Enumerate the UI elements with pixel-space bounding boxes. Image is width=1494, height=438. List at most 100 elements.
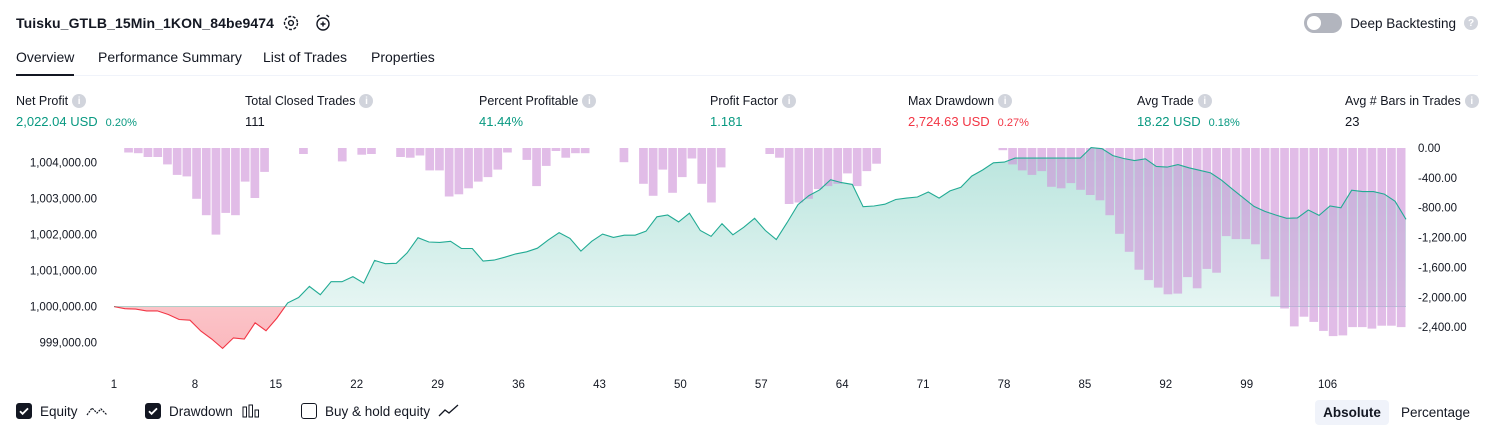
drawdown-bar: [1289, 148, 1299, 327]
drawdown-bar: [1319, 148, 1328, 331]
buyhold-checkbox[interactable]: [301, 403, 317, 419]
drawdown-bar: [211, 148, 221, 235]
help-icon[interactable]: ?: [1464, 16, 1478, 30]
metric-label: Max Drawdown: [908, 94, 995, 108]
equity-label: Equity: [40, 403, 78, 419]
drawdown-bar: [221, 148, 231, 213]
y-right-tick-label: -800.00: [1418, 203, 1457, 215]
equity-checkbox[interactable]: [16, 403, 32, 419]
drawdown-bar: [250, 148, 260, 198]
drawdown-bar: [687, 148, 697, 159]
metric-label: Net Profit: [16, 94, 69, 108]
deep-backtesting-toggle[interactable]: [1304, 13, 1343, 33]
drawdown-bar: [143, 148, 153, 157]
tab-list-of-trades[interactable]: List of Trades: [263, 49, 348, 65]
drawdown-bar: [1095, 148, 1105, 201]
drawdown-bar: [1047, 148, 1056, 187]
equity-series-icon: [86, 407, 107, 416]
drawdown-bar: [998, 148, 1008, 151]
drawdown-bar: [192, 148, 201, 199]
drawdown-bar: [862, 148, 872, 172]
drawdown-bar: [522, 148, 532, 160]
add-alert-icon[interactable]: [312, 12, 334, 34]
drawdown-bar: [367, 148, 376, 154]
info-icon[interactable]: i: [72, 94, 87, 108]
legend-drawdown-toggle[interactable]: Drawdown: [145, 403, 263, 419]
drawdown-bar: [1221, 148, 1231, 237]
drawdown-bar: [697, 148, 707, 184]
drawdown-bar: [784, 148, 794, 204]
drawdown-bar: [561, 148, 571, 158]
y-right-tick-label: -1,600.00: [1418, 262, 1467, 274]
drawdown-bar: [1076, 148, 1085, 190]
drawdown-bar: [240, 148, 250, 182]
x-tick-label: 22: [350, 379, 363, 391]
drawdown-bar: [1134, 148, 1144, 270]
metric-value: 18.22 USD: [1137, 114, 1201, 129]
drawdown-label: Drawdown: [169, 403, 233, 419]
drawdown-bar: [677, 148, 687, 178]
tab-properties[interactable]: Properties: [371, 49, 435, 65]
drawdown-bar: [1328, 148, 1338, 337]
x-tick-label: 78: [998, 379, 1011, 391]
drawdown-bar: [872, 148, 881, 164]
drawdown-bar: [1192, 148, 1202, 289]
info-icon[interactable]: i: [998, 94, 1013, 108]
x-tick-label: 50: [674, 379, 687, 391]
info-icon[interactable]: i: [1197, 94, 1212, 108]
y-left-tick-label: 999,000.00: [39, 338, 97, 350]
drawdown-bar: [493, 148, 503, 170]
metric-label: Total Closed Trades: [245, 94, 356, 108]
absolute-button[interactable]: Absolute: [1315, 400, 1389, 425]
tab-performance-summary[interactable]: Performance Summary: [98, 49, 242, 65]
info-icon[interactable]: i: [782, 94, 797, 108]
drawdown-bar: [396, 148, 405, 157]
drawdown-bar: [1027, 148, 1037, 175]
metric-value: 2,724.63 USD: [908, 114, 990, 129]
drawdown-bar: [1008, 148, 1017, 165]
x-tick-label: 92: [1159, 379, 1172, 391]
x-tick-label: 1: [111, 379, 117, 391]
metric-percent-profitable: Percent Profitable i 41.44%: [479, 93, 597, 129]
drawdown-bar: [541, 148, 551, 166]
legend-buyhold-toggle[interactable]: Buy & hold equity: [301, 403, 460, 419]
metric-value: 111: [245, 114, 265, 129]
metric-percent: 0.27%: [997, 117, 1029, 129]
info-icon[interactable]: i: [1464, 94, 1479, 108]
drawdown-bar: [1396, 148, 1406, 328]
metric-avg-trade: Avg Trade i 18.22 USD 0.18%: [1137, 93, 1240, 129]
drawdown-bar: [1212, 148, 1221, 273]
drawdown-bar: [648, 148, 658, 196]
drawdown-bar: [1338, 148, 1348, 336]
drawdown-bar: [619, 148, 629, 163]
drawdown-checkbox[interactable]: [145, 403, 161, 419]
info-icon[interactable]: i: [582, 94, 597, 108]
drawdown-bar: [425, 148, 435, 171]
drawdown-bar: [1066, 148, 1076, 184]
drawdown-bar: [1241, 148, 1251, 240]
equity-drawdown-chart[interactable]: 1,004,000.00 1,003,000.00 1,002,000.00 1,00…: [0, 140, 1494, 395]
deep-backtesting-label: Deep Backtesting: [1350, 15, 1456, 31]
drawdown-bar: [852, 148, 862, 187]
drawdown-bar: [1144, 148, 1153, 281]
drawdown-bar: [503, 148, 512, 153]
metric-label: Avg # Bars in Trades: [1345, 94, 1461, 108]
percentage-button[interactable]: Percentage: [1400, 405, 1470, 420]
drawdown-bar: [201, 148, 211, 216]
report-tabs: Overview Performance Summary List of Tra…: [16, 44, 1478, 76]
drawdown-bar: [658, 148, 668, 170]
metric-value: 2,022.04 USD: [16, 114, 98, 129]
x-tick-label: 29: [431, 379, 444, 391]
drawdown-bar: [1153, 148, 1163, 288]
drawdown-bar: [1231, 148, 1241, 240]
x-tick-label: 43: [593, 379, 606, 391]
drawdown-bar: [1348, 148, 1357, 328]
settings-gear-icon[interactable]: [280, 12, 302, 34]
strategy-title: Tuisku_GTLB_15Min_1KON_84be9474: [16, 15, 275, 31]
drawdown-bar: [1357, 148, 1367, 328]
x-tick-label: 71: [917, 379, 930, 391]
tab-overview[interactable]: Overview: [16, 49, 75, 76]
legend-equity-toggle[interactable]: Equity: [16, 403, 108, 419]
drawdown-bar: [1377, 148, 1387, 326]
info-icon[interactable]: i: [359, 94, 374, 108]
